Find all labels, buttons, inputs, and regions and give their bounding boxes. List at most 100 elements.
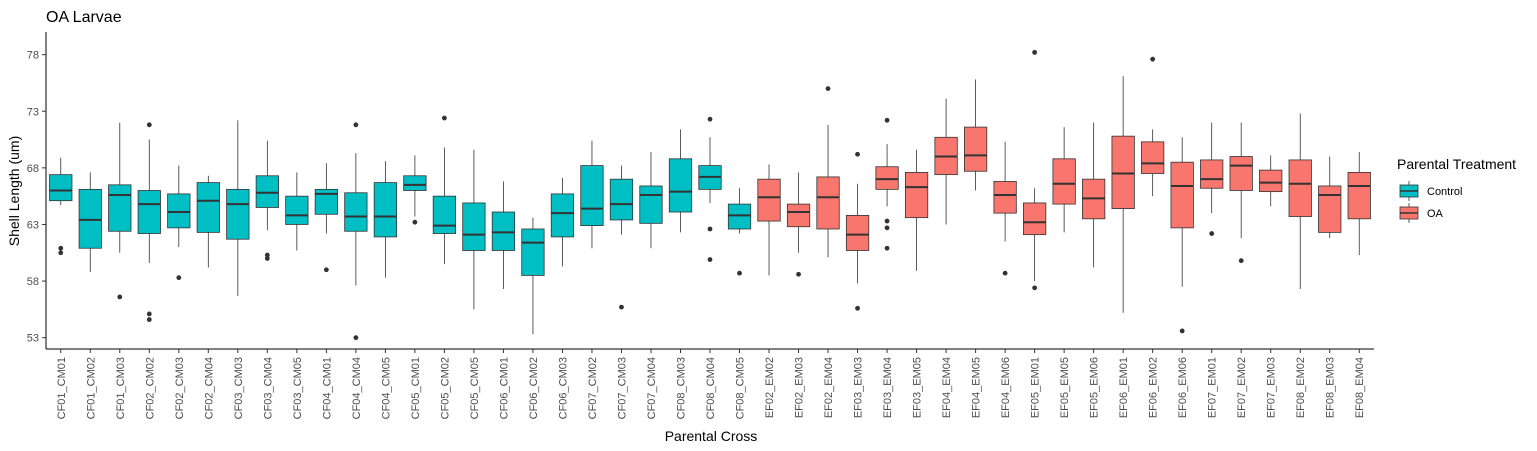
- box-CF07_CM04: [639, 152, 663, 249]
- x-tick-label: EF04_EM06: [1000, 357, 1012, 418]
- x-tick-label: CF08_CM03: [675, 357, 687, 419]
- iqr-box: [1141, 141, 1165, 174]
- box-EF03_EM03: [845, 151, 870, 311]
- y-tick-label: 63: [27, 219, 39, 231]
- x-tick-label: CF01_CM02: [85, 357, 97, 419]
- x-tick-label: CF03_CM05: [292, 357, 304, 419]
- chart-title: OA Larvae: [46, 9, 122, 26]
- box-EF06_EM01: [1111, 76, 1135, 313]
- box-CF05_CM02: [432, 115, 457, 265]
- outlier-point: [353, 335, 359, 341]
- x-tick-label: CF03_CM03: [233, 357, 245, 419]
- iqr-box: [609, 178, 634, 221]
- x-tick-label: EF04_EM04: [941, 357, 953, 418]
- x-tick-label: CF05_CM01: [410, 357, 422, 419]
- box-CF03_CM03: [226, 120, 250, 296]
- iqr-box: [1111, 135, 1135, 210]
- box-EF03_EM04: [875, 117, 899, 251]
- iqr-box: [137, 190, 161, 234]
- box-CF03_CM05: [285, 172, 309, 251]
- box-EF07_EM01: [1200, 122, 1224, 236]
- box-CF01_CM03: [108, 122, 132, 300]
- legend-title: Parental Treatment: [1397, 156, 1516, 172]
- iqr-box: [1229, 156, 1253, 191]
- y-tick-label: 53: [27, 333, 39, 345]
- box-CF04_CM01: [314, 163, 338, 273]
- x-tick-label: CF05_CM02: [439, 357, 451, 419]
- outlier-point: [412, 219, 418, 225]
- box-CF08_CM05: [727, 188, 752, 276]
- box-CF05_CM01: [403, 155, 427, 225]
- box-CF02_CM03: [167, 165, 191, 281]
- box-EF02_EM02: [757, 164, 781, 276]
- x-tick-label: EF03_EM03: [853, 357, 865, 418]
- box-EF04_EM05: [963, 79, 988, 191]
- outlier-point: [1238, 258, 1244, 264]
- outlier-point: [737, 270, 742, 276]
- box-EF06_EM06: [1170, 137, 1194, 334]
- outlier-point: [117, 294, 123, 300]
- box-EF07_EM02: [1229, 122, 1253, 264]
- iqr-box: [639, 185, 663, 224]
- iqr-box: [403, 175, 427, 191]
- x-axis-title: Parental Cross: [665, 428, 758, 444]
- outlier-point: [146, 317, 152, 322]
- x-tick-label: CF04_CM05: [380, 357, 392, 419]
- box-CF06_CM02: [521, 217, 545, 335]
- x-tick-label: EF05_EM05: [1059, 357, 1071, 418]
- legend-label: Control: [1427, 186, 1462, 198]
- outlier-point: [707, 116, 713, 122]
- iqr-box: [1200, 159, 1224, 189]
- x-tick-label: EF07_EM02: [1236, 357, 1248, 418]
- outlier-point: [353, 122, 359, 128]
- box-EF08_EM04: [1347, 152, 1371, 256]
- outlier-point: [442, 115, 447, 121]
- x-tick-label: EF05_EM01: [1030, 357, 1042, 418]
- x-tick-label: CF06_CM03: [557, 357, 569, 419]
- legend: Parental Treatment Control OA: [1397, 156, 1516, 223]
- box-CF04_CM04: [344, 122, 368, 341]
- x-tick-label: CF02_CM02: [144, 357, 156, 419]
- box-EF02_EM04: [816, 86, 840, 258]
- iqr-box: [1052, 158, 1076, 205]
- outlier-point: [796, 271, 801, 277]
- box-CF08_CM04: [698, 116, 722, 262]
- outlier-point: [1032, 285, 1038, 291]
- iqr-box: [904, 171, 929, 219]
- y-axis-title: Shell Length (um): [6, 136, 22, 247]
- iqr-box: [1347, 171, 1371, 220]
- y-axis: 53 58 63 68 73 78: [27, 32, 47, 349]
- box-EF07_EM03: [1259, 155, 1283, 207]
- outlier-point: [707, 257, 713, 262]
- iqr-box: [196, 182, 220, 233]
- iqr-box: [963, 126, 988, 172]
- outlier-point: [884, 218, 890, 224]
- x-tick-label: CF06_CM02: [528, 357, 540, 419]
- x-tick-label: CF02_CM03: [174, 357, 186, 419]
- x-tick-label: EF02_EM03: [794, 357, 806, 418]
- x-tick-label: EF08_EM02: [1295, 357, 1307, 418]
- box-CF05_CM05: [462, 149, 486, 310]
- x-tick-label: EF06_EM02: [1148, 357, 1160, 418]
- box-EF06_EM02: [1141, 56, 1165, 197]
- iqr-box: [285, 195, 309, 225]
- iqr-box: [432, 195, 457, 234]
- box-EF04_EM04: [934, 98, 958, 225]
- iqr-box: [255, 175, 279, 208]
- iqr-box: [1318, 185, 1342, 233]
- x-tick-label: CF01_CM01: [56, 357, 68, 419]
- outlier-point: [855, 305, 860, 311]
- iqr-box: [786, 203, 811, 228]
- box-EF03_EM05: [904, 149, 929, 271]
- outlier-point: [1150, 56, 1156, 62]
- outlier-point: [176, 275, 182, 281]
- iqr-box: [1023, 202, 1047, 236]
- x-tick-label: CF06_CM01: [498, 357, 510, 419]
- x-tick-label: EF02_EM04: [823, 357, 835, 418]
- plot-area: [49, 49, 1371, 341]
- box-CF04_CM05: [373, 161, 397, 278]
- box-CF07_CM03: [609, 165, 634, 310]
- y-tick-label: 68: [27, 163, 39, 175]
- outlier-point: [1179, 328, 1185, 334]
